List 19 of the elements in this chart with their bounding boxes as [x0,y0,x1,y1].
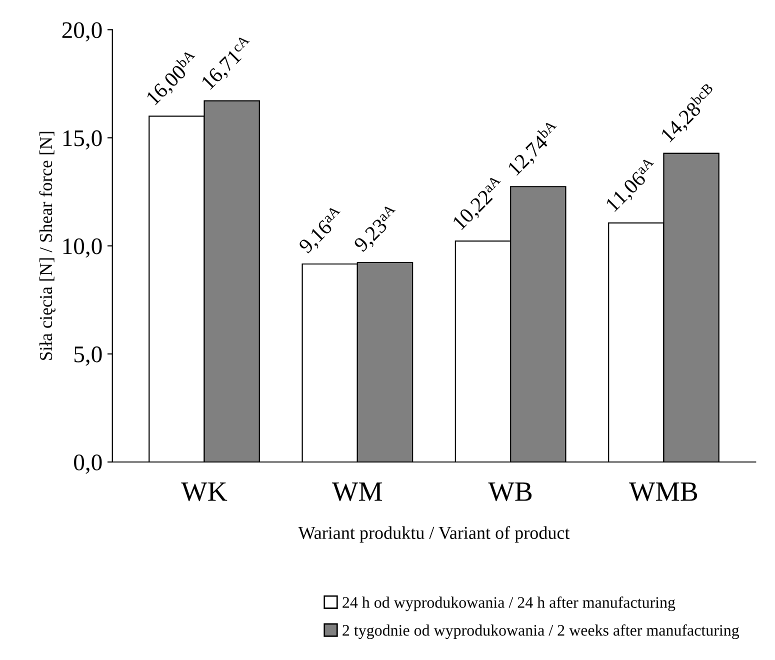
legend-label: 24 h od wyprodukowania / 24 h after manufacturing [342,596,676,612]
x-axis-title: Wariant produktu / Variant of product [298,526,570,543]
data-label: 9,23$^{aA}$ [351,203,403,255]
data-label: 14,28$^{bcB}$ [658,82,720,145]
x-tick-label: WMB [629,482,698,502]
y-tick-label: 10,0 [63,238,102,258]
data-label: 9,16$^{aA}$ [296,204,348,256]
y-tick-label: 0,0 [74,454,102,474]
y-tick-label: 20,0 [62,22,102,42]
data-label: 11,06$^{aA}$ [603,156,662,214]
x-tick-label: WM [332,482,382,502]
data-label: 12,74$^{bA}$ [505,119,564,178]
x-tick-label: WK [181,482,228,502]
y-tick-label: 5,0 [74,346,102,366]
data-label: 10,22$^{aA}$ [450,174,508,232]
legend-label: 2 tygodnie od wyprodukowania / 2 weeks after manufacturing [342,624,740,640]
x-tick-label: WB [488,482,532,502]
y-tick-label: 15,0 [63,130,102,150]
y-axis-title: Siła cięcia [N] / Shear force [N] [39,132,56,360]
